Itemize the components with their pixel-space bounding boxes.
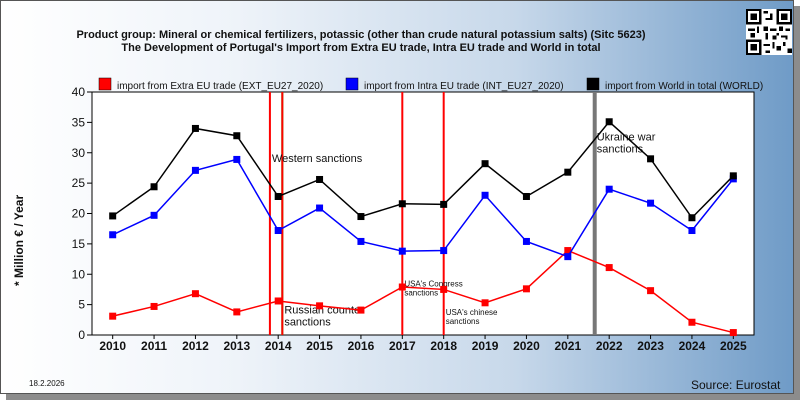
source-label: Source: Eurostat: [691, 378, 781, 392]
data-point: [522, 285, 530, 293]
legend-swatch: [98, 77, 112, 91]
series-line: [112, 158, 734, 258]
data-point: [564, 168, 572, 176]
data-point: [647, 155, 655, 163]
data-point: [605, 118, 613, 126]
event-label: USA's chinese sanctions: [446, 308, 498, 326]
data-point: [481, 299, 489, 307]
x-tick-label: 2025: [720, 339, 747, 353]
chart-title-line-2: The Development of Portugal's Import fro…: [121, 42, 601, 54]
data-point: [605, 185, 613, 193]
event-label: Ukraine war sanctions: [597, 132, 656, 156]
data-point: [688, 318, 696, 326]
data-point: [398, 283, 406, 291]
y-tick-label: 40: [72, 85, 86, 99]
data-point: [316, 175, 324, 183]
data-point: [729, 172, 737, 180]
data-point: [274, 192, 282, 200]
data-point: [191, 290, 199, 298]
data-point: [150, 302, 158, 310]
data-point: [357, 306, 365, 314]
data-point: [316, 302, 324, 310]
data-point: [647, 287, 655, 295]
data-point: [233, 155, 241, 163]
x-tick-label: 2010: [99, 339, 126, 353]
data-point: [440, 285, 448, 293]
y-tick-label: 5: [78, 298, 85, 312]
y-tick-label: 25: [72, 176, 86, 190]
data-point: [522, 192, 530, 200]
x-tick-label: 2013: [223, 339, 250, 353]
data-point: [109, 212, 117, 220]
data-point: [274, 227, 282, 235]
legend-label: import from Intra EU trade (INT_EU27_202…: [364, 81, 564, 92]
x-tick-label: 2016: [348, 339, 375, 353]
data-point: [191, 124, 199, 132]
data-point: [440, 200, 448, 208]
data-point: [688, 227, 696, 235]
chart-title-line-1: Product group: Mineral or chemical ferti…: [76, 29, 646, 41]
event-label: Western sanctions: [272, 153, 363, 165]
y-tick-label: 15: [72, 237, 86, 251]
x-tick-label: 2017: [389, 339, 416, 353]
y-tick-label: 20: [72, 207, 86, 221]
data-point: [481, 160, 489, 168]
data-point: [109, 231, 117, 239]
data-point: [357, 213, 365, 221]
data-point: [688, 214, 696, 222]
x-tick-label: 2018: [430, 339, 457, 353]
series-line: [112, 120, 734, 219]
data-point: [150, 211, 158, 219]
x-tick-label: 2020: [513, 339, 540, 353]
data-point: [233, 132, 241, 140]
y-tick-label: 0: [78, 328, 85, 342]
x-tick-label: 2014: [265, 339, 292, 353]
legend-label: import from World in total (WORLD): [605, 81, 763, 92]
x-tick-label: 2011: [141, 339, 167, 353]
legend-label: import from Extra EU trade (EXT_EU27_202…: [117, 81, 323, 92]
data-point: [109, 312, 117, 320]
x-tick-label: 2021: [554, 339, 581, 353]
data-point: [150, 183, 158, 191]
data-point: [316, 204, 324, 212]
data-point: [357, 237, 365, 245]
x-tick-label: 2023: [637, 339, 664, 353]
plot-area: [91, 91, 755, 336]
x-tick-label: 2022: [596, 339, 623, 353]
data-point: [564, 247, 572, 255]
y-tick-label: 35: [72, 115, 86, 129]
data-point: [647, 199, 655, 207]
data-point: [398, 200, 406, 208]
data-point: [440, 247, 448, 255]
data-point: [481, 191, 489, 199]
legend-swatch: [586, 77, 600, 91]
data-point: [398, 247, 406, 255]
x-tick-label: 2015: [306, 339, 333, 353]
event-label: USA's Congress sanctions: [404, 279, 462, 297]
data-point: [564, 253, 572, 261]
x-tick-label: 2019: [472, 339, 499, 353]
date-stamp: 18.2.2026: [29, 379, 65, 388]
legend-swatch: [345, 77, 359, 91]
data-point: [274, 297, 282, 305]
y-tick-label: 10: [72, 267, 86, 281]
data-point: [605, 264, 613, 272]
qr-code-icon: [746, 9, 792, 55]
data-point: [233, 308, 241, 316]
data-point: [522, 237, 530, 245]
x-tick-label: 2024: [679, 339, 706, 353]
series-line: [112, 249, 734, 334]
x-tick-label: 2012: [182, 339, 209, 353]
data-point: [191, 166, 199, 174]
data-point: [729, 329, 737, 337]
y-tick-label: 30: [72, 146, 86, 160]
